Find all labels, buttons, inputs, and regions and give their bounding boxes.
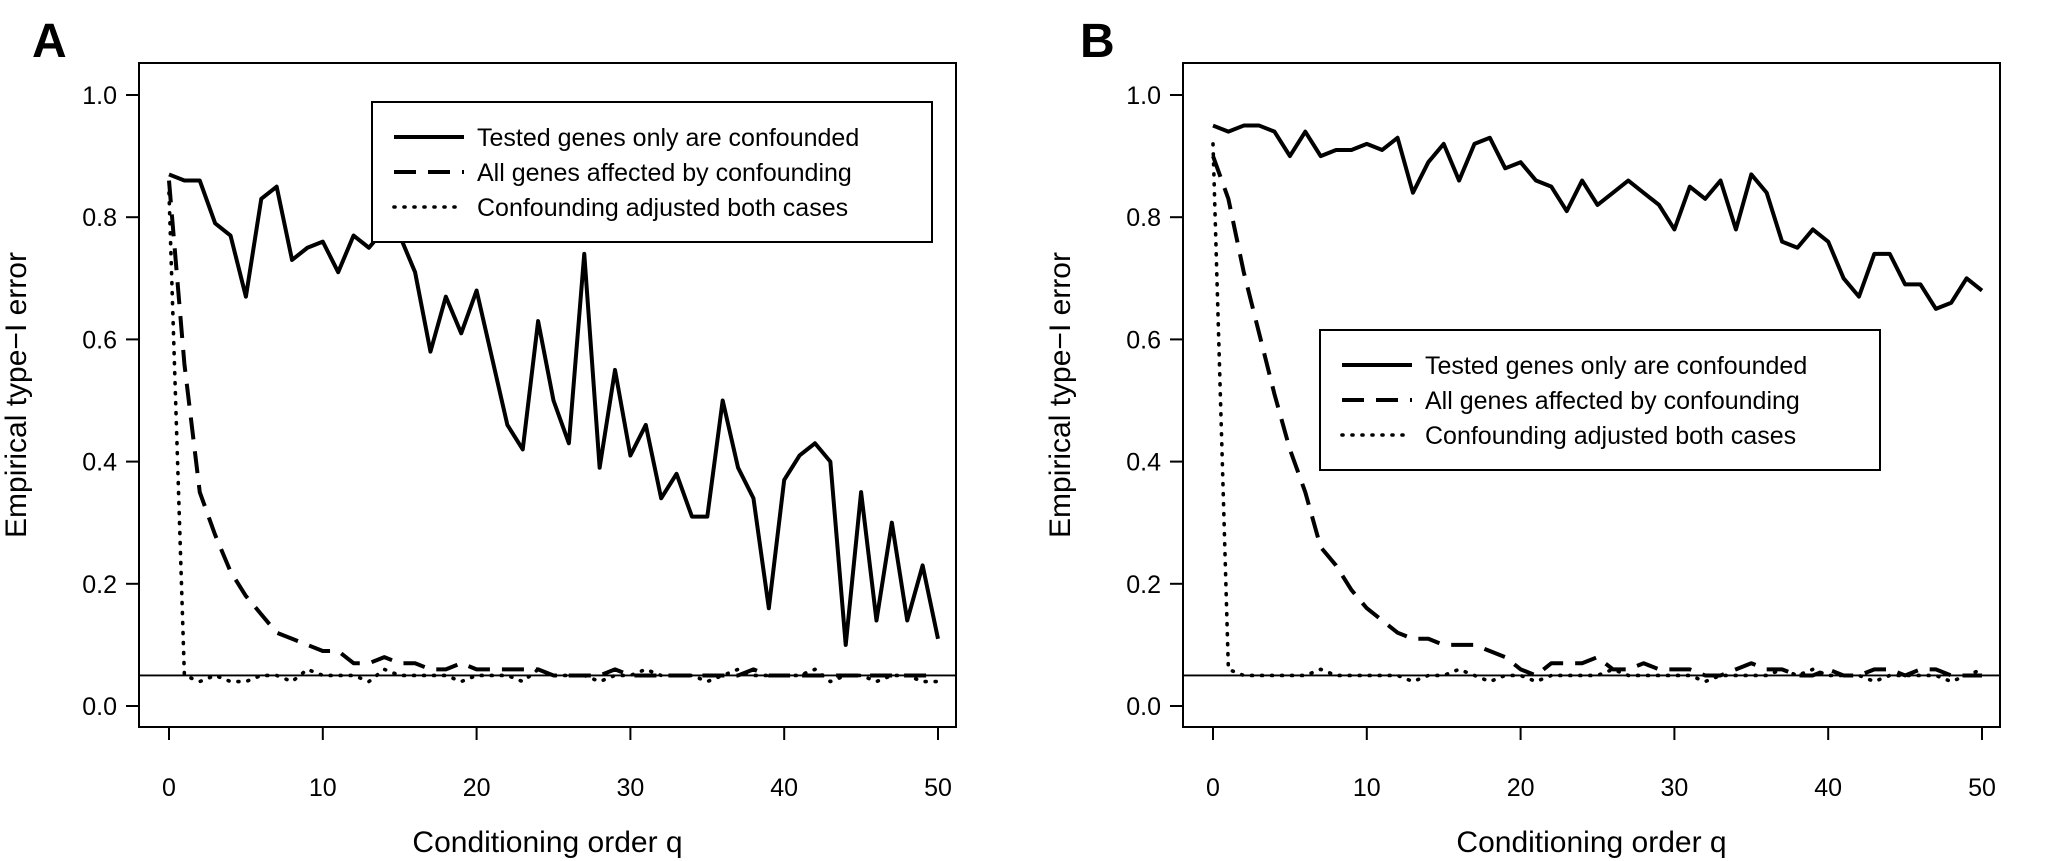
y-tick-label: 0.4 (1126, 449, 1161, 477)
panel-label: B (1080, 15, 1115, 68)
x-tick-label: 30 (616, 774, 644, 802)
legend-label: Tested genes only are confounded (1425, 352, 1807, 380)
plot-frame (1182, 62, 2001, 728)
y-tick-label: 0.6 (82, 326, 117, 354)
y-tick-label: 1.0 (1126, 82, 1161, 110)
x-axis-title: Conditioning order q (412, 826, 682, 859)
y-tick-label: 0.0 (82, 693, 117, 721)
legend-label: Confounding adjusted both cases (477, 194, 848, 222)
y-axis-title: Empirical type−I error (0, 252, 33, 538)
series-line-dotted (1211, 142, 1984, 684)
y-tick-label: 0.2 (82, 571, 117, 599)
y-tick-label: 0.4 (82, 449, 117, 477)
legend: Tested genes only are confounded All gene… (371, 101, 933, 243)
y-tick-label: 0.8 (1126, 204, 1161, 232)
y-tick-label: 0.6 (1126, 326, 1161, 354)
y-axis-title: Empirical type−I error (1044, 252, 1077, 538)
series-line-solid (1212, 123, 1984, 311)
legend-box (371, 101, 933, 243)
plot-frame (138, 62, 957, 728)
chart-panel-b: B 0.0 0.2 0.4 0.6 0.8 1.0 0 10 20 30 40 50 Conditioni… (1044, 15, 2001, 859)
x-tick-label: 50 (924, 774, 952, 802)
x-tick-label: 0 (162, 774, 176, 802)
x-axis-title: Conditioning order q (1456, 826, 1726, 859)
panel-label: A (32, 15, 67, 68)
x-tick-label: 0 (1206, 774, 1220, 802)
x-tick-label: 20 (1507, 774, 1535, 802)
y-tick-label: 0.2 (1126, 571, 1161, 599)
legend-label: All genes affected by confounding (477, 159, 852, 187)
chart-panel-a: A 0.0 0.2 0.4 0.6 0.8 1.0 0 10 20 30 40 50 Conditioni… (0, 15, 957, 859)
legend-label: Confounding adjusted both cases (1425, 422, 1796, 450)
y-tick-label: 1.0 (82, 82, 117, 110)
series-line-dashed (167, 180, 938, 678)
x-tick-label: 10 (309, 774, 337, 802)
y-tick-label: 0.8 (82, 204, 117, 232)
series-line-dotted (167, 190, 940, 684)
x-tick-label: 40 (1814, 774, 1842, 802)
x-tick-label: 20 (463, 774, 491, 802)
x-tick-label: 30 (1660, 774, 1688, 802)
y-tick-label: 0.0 (1126, 693, 1161, 721)
legend-label: All genes affected by confounding (1425, 387, 1800, 415)
series-line-solid (168, 172, 940, 647)
legend-label: Tested genes only are confounded (477, 124, 859, 152)
x-tick-label: 40 (770, 774, 798, 802)
x-tick-label: 50 (1968, 774, 1996, 802)
x-tick-label: 10 (1353, 774, 1381, 802)
legend: Tested genes only are confounded All gene… (1319, 329, 1881, 471)
legend-box (1319, 329, 1881, 471)
